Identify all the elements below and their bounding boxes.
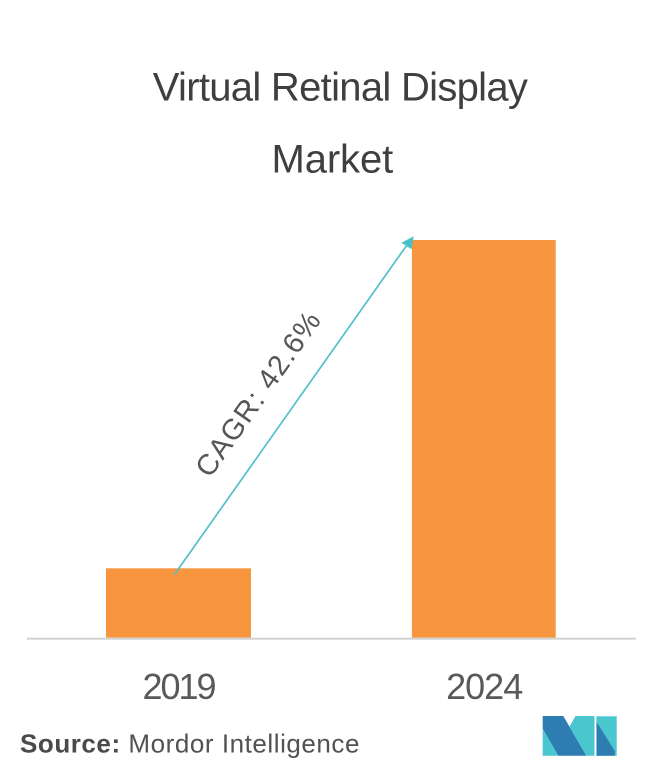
svg-text:2024: 2024 [446, 666, 522, 707]
svg-text:2019: 2019 [142, 666, 215, 707]
svg-text:Virtual Retinal Display: Virtual Retinal Display [153, 66, 528, 110]
svg-text:Market: Market [271, 138, 393, 182]
svg-text:Source: Mordor Intelligence: Source: Mordor Intelligence [20, 728, 360, 758]
